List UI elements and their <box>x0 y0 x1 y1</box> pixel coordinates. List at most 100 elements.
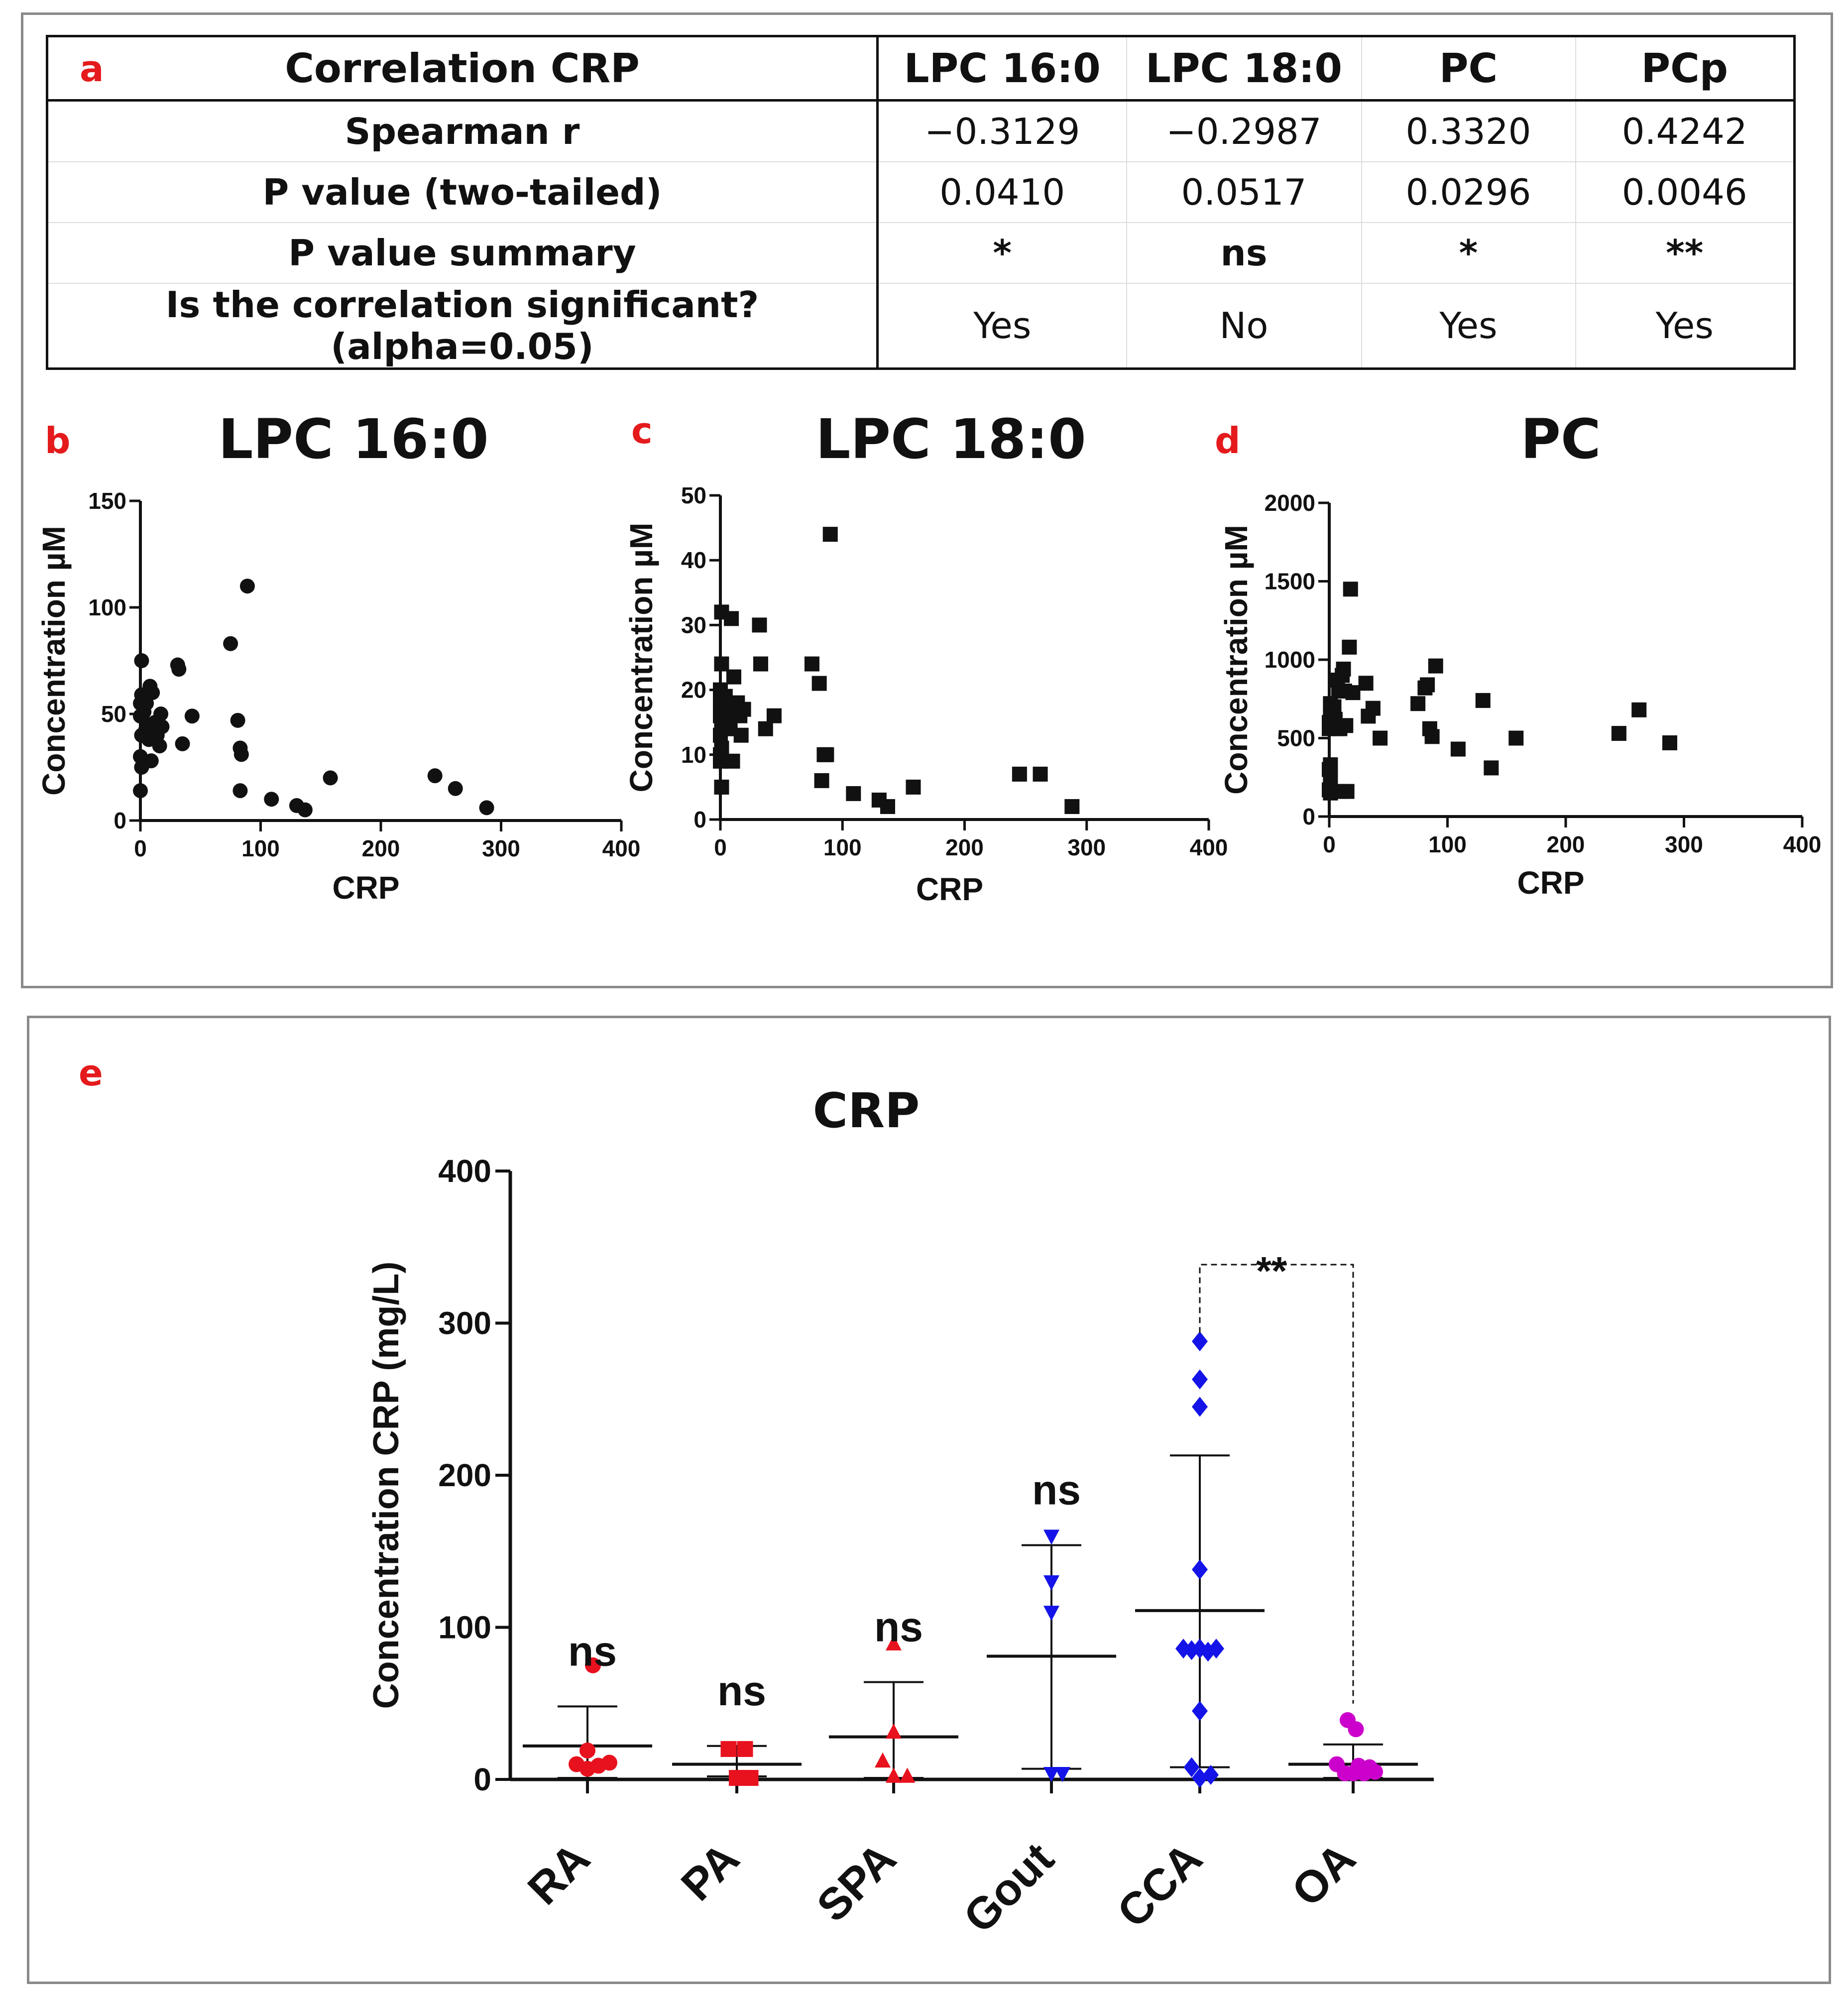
data-point <box>1611 726 1626 741</box>
data-point <box>1183 1757 1200 1777</box>
data-point <box>726 669 741 685</box>
x-axis-label: CRP <box>1517 865 1584 901</box>
data-point <box>427 768 443 784</box>
data-point <box>1450 741 1466 757</box>
data-point <box>1064 799 1080 814</box>
data-point <box>1475 693 1491 708</box>
data-point <box>1043 1606 1059 1621</box>
table-cell: Yes <box>876 283 1127 369</box>
data-point <box>886 1767 902 1783</box>
data-point <box>239 579 255 594</box>
table-header-row: Correlation CRP LPC 16:0 LPC 18:0 PC PCp <box>47 36 1795 102</box>
x-tick-label: SPA <box>808 1833 906 1931</box>
y-tick-label: 20 <box>681 677 706 703</box>
panel-letter-a: a <box>80 48 104 90</box>
x-tick-label: CCA <box>1108 1833 1212 1937</box>
data-point <box>233 747 249 762</box>
data-point <box>134 653 149 668</box>
x-tick-label: 300 <box>482 835 520 861</box>
data-point <box>230 712 245 728</box>
data-point <box>1631 702 1647 717</box>
data-point <box>232 783 248 799</box>
x-axis-label: CRP <box>332 870 399 906</box>
data-point <box>1012 766 1027 782</box>
y-tick-label: 40 <box>681 547 706 573</box>
data-point <box>1358 676 1374 691</box>
data-point <box>725 753 740 769</box>
data-point <box>1424 729 1440 744</box>
table-cell: * <box>1361 222 1576 283</box>
significance-label: ns <box>1032 1467 1081 1514</box>
comparison-bracket <box>1199 1264 1354 1704</box>
table-cell: 0.0046 <box>1575 161 1795 223</box>
data-point <box>1033 766 1048 782</box>
table-cell: Yes <box>1361 283 1576 369</box>
y-tick-label: 300 <box>438 1305 491 1341</box>
data-point <box>1342 639 1357 655</box>
data-point <box>1192 1397 1208 1417</box>
data-point <box>143 753 159 769</box>
data-point <box>822 527 838 542</box>
row-label: P value (two-tailed) <box>47 161 878 223</box>
x-tick-label: 100 <box>1428 831 1467 857</box>
data-point <box>1208 1639 1224 1659</box>
x-tick-label: Gout <box>954 1833 1063 1942</box>
data-point <box>814 773 829 788</box>
data-point <box>742 1769 759 1786</box>
x-tick-label: 0 <box>714 834 727 860</box>
y-tick-label: 100 <box>88 594 126 620</box>
x-axis-label: CRP <box>916 871 983 907</box>
data-point <box>1410 696 1426 711</box>
table-header-cell: PCp <box>1575 36 1795 102</box>
table-cell: Yes <box>1575 283 1795 369</box>
x-tick-label: 300 <box>1665 831 1703 857</box>
y-axis-label: Concentration µM <box>1218 525 1254 795</box>
data-point <box>714 656 729 672</box>
data-point <box>714 779 729 795</box>
data-point <box>729 1769 745 1786</box>
x-tick-label: 400 <box>1190 834 1228 860</box>
table-row: Is the correlation significant? (alpha=0… <box>47 283 1795 369</box>
data-point <box>737 1741 753 1757</box>
data-point <box>811 676 827 691</box>
data-point <box>323 770 338 786</box>
data-point <box>585 1657 601 1673</box>
data-point <box>1338 718 1354 733</box>
data-point <box>906 779 921 795</box>
x-tick-label: 200 <box>1547 831 1585 857</box>
y-axis-label: Concentration CRP (mg/L) <box>366 1262 406 1709</box>
data-point <box>1192 1369 1208 1390</box>
data-point <box>736 702 751 717</box>
data-point <box>886 1723 902 1739</box>
y-tick-label: 30 <box>681 612 706 638</box>
x-tick-label: 200 <box>362 835 400 861</box>
table-cell: ns <box>1126 222 1362 283</box>
data-point <box>175 736 190 751</box>
table-header-cell: PC <box>1361 36 1576 102</box>
data-point <box>1484 760 1499 776</box>
chart-title: LPC 18:0 <box>815 407 1086 471</box>
x-tick-label: OA <box>1282 1833 1365 1916</box>
data-point <box>875 1752 891 1768</box>
y-tick-label: 400 <box>438 1153 491 1189</box>
data-point <box>171 662 187 677</box>
data-point <box>601 1755 617 1771</box>
data-point <box>720 1741 737 1757</box>
data-point <box>1373 730 1388 746</box>
table-cell: −0.2987 <box>1126 100 1362 162</box>
x-tick-label: 100 <box>241 835 280 861</box>
data-point <box>1192 1559 1208 1580</box>
data-point <box>579 1742 595 1759</box>
table-cell: 0.0410 <box>876 161 1127 223</box>
data-point <box>223 636 238 651</box>
data-point <box>297 802 313 818</box>
data-point <box>152 738 167 754</box>
y-tick-label: 100 <box>438 1610 491 1646</box>
data-point <box>1054 1766 1070 1782</box>
data-point <box>1043 1766 1059 1782</box>
x-tick-label: 0 <box>134 835 147 861</box>
data-point <box>1192 1701 1208 1721</box>
data-point <box>752 617 767 633</box>
data-point <box>1508 730 1524 746</box>
table-header-cell: Correlation CRP <box>47 36 878 102</box>
